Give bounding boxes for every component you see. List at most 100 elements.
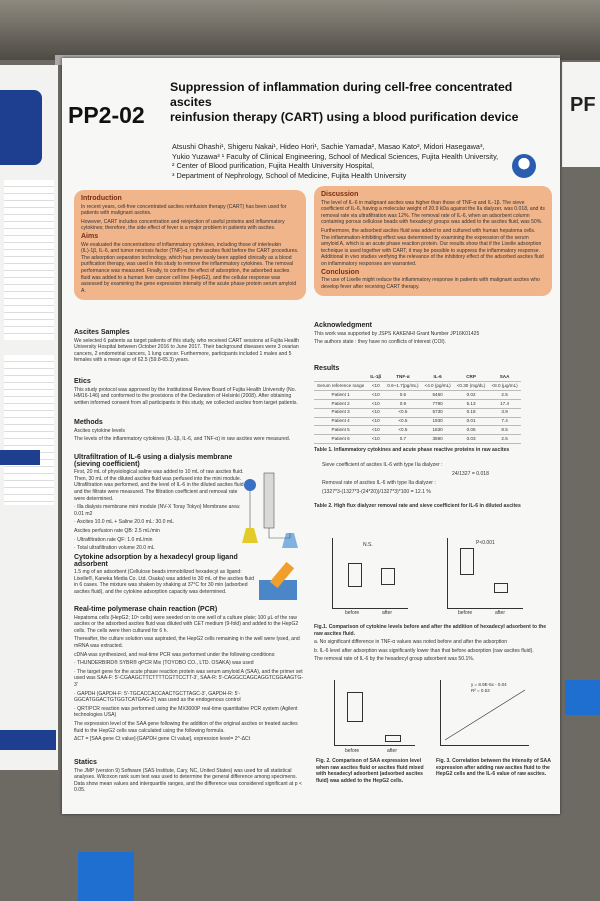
plot: N.S. bbox=[332, 538, 408, 609]
table-row: Patient 5 <10 <0.5 1830 0.05 8.5 bbox=[314, 425, 521, 436]
paragraph: This study protocol was approved by the … bbox=[74, 386, 298, 406]
table-header: IL-6 bbox=[421, 373, 454, 383]
plot-label: before bbox=[345, 748, 360, 754]
caption: Fig. 3. Correlation between the intensit… bbox=[436, 758, 551, 778]
table-cell: 7.4 bbox=[488, 417, 521, 427]
heading: Ultrafiltration of IL-6 using a dialysis… bbox=[74, 454, 233, 468]
paragraph: · Illa dialysis membrane mini module (NV… bbox=[74, 504, 241, 517]
results-table: IL-1β TNF-α IL-6 CRP SAA Serum reference rang… bbox=[314, 373, 521, 444]
wall bbox=[0, 0, 600, 60]
neighbor-poster bbox=[0, 65, 58, 770]
table-cell: <10 bbox=[367, 390, 385, 400]
plot-label: before bbox=[345, 610, 360, 616]
table-cell: <10 bbox=[367, 434, 385, 444]
formula: 24/1327 = 0.018 bbox=[452, 471, 489, 478]
section: Cytokine adsorption by a hexadecyl group… bbox=[74, 553, 254, 598]
table-cell: 2.5 bbox=[488, 390, 521, 400]
paragraph: Hepatoma cells (HepG2; 10⁵ cells) were s… bbox=[74, 614, 299, 634]
table-row: Patient 1 <10 0.6 6460 0.02 2.5 bbox=[314, 390, 521, 400]
section: Discussion The level of IL-6 in malignant… bbox=[314, 186, 552, 297]
formula: (1327*3-(1327*3-(24*20))/1327*3)*100 = 1… bbox=[322, 489, 431, 496]
paragraph: · Ultrafiltration rate QF: 1.0 mL/min bbox=[74, 536, 153, 543]
table-cell: 17.4 bbox=[488, 399, 521, 409]
table-header: IL-1β bbox=[367, 373, 385, 383]
fig1-caption: Fig.1. Comparison of cytokine levels bef… bbox=[314, 624, 552, 665]
heading: Etics bbox=[74, 378, 91, 385]
plot-label: before bbox=[458, 610, 473, 616]
table-row: Patient 2 <10 0.9 7790 5.13 17.4 bbox=[314, 399, 521, 409]
plot-label: N.S. bbox=[363, 542, 373, 548]
paragraph: Thereafter, the culture solution was asp… bbox=[74, 636, 300, 649]
paragraph: Ascites cytokine levels bbox=[74, 427, 125, 434]
heading: Introduction bbox=[81, 195, 122, 202]
paragraph: · Total ultrafiltration volume 20.0 mL bbox=[74, 545, 155, 552]
table-row: IL-1β TNF-α IL-6 CRP SAA bbox=[314, 373, 521, 383]
paragraph: The JMP (version 9) Software (SAS Instit… bbox=[74, 767, 302, 794]
table-cell: 3590 bbox=[421, 434, 454, 444]
poster-id: PP2-02 bbox=[68, 102, 145, 128]
section: Introduction In recent years, cell-free c… bbox=[74, 190, 306, 301]
plot bbox=[334, 680, 415, 746]
table-cell: 0.02 bbox=[453, 390, 489, 400]
table-cell: 0.03 bbox=[453, 434, 489, 444]
author-line: ³ Department of Nephrology, School of Me… bbox=[172, 170, 407, 180]
section: Ultrafiltration of IL-6 using a dialysis… bbox=[74, 453, 244, 554]
caption: a. No significant difference in TNF-α va… bbox=[314, 639, 508, 646]
heading: Ascites Samples bbox=[74, 329, 130, 336]
section: Real-time polymerase chain reaction (PCR… bbox=[74, 605, 306, 745]
table-cell: 0.6~1.7(pg/mL) bbox=[384, 381, 422, 392]
table-cell: <10 bbox=[367, 399, 385, 409]
table-header: CRP bbox=[453, 373, 489, 383]
authors: Atsushi Ohashi¹, Shigeru Nakai¹, Hideo H… bbox=[172, 142, 562, 180]
heading: Cytokine adsorption by a hexadecyl group… bbox=[74, 554, 238, 568]
caption: Fig. 2. Comparison of SAA expression lev… bbox=[316, 758, 424, 784]
caption: b. IL-6 level after adsorption was signi… bbox=[314, 647, 534, 654]
caption: Fig.1. Comparison of cytokine levels bef… bbox=[314, 624, 547, 637]
section: Acknowledgment This work was supported by… bbox=[314, 321, 552, 348]
paragraph: The expression level of the SAA gene fol… bbox=[74, 720, 298, 734]
author-line: ² Center of Blood purification, Fujita H… bbox=[172, 161, 374, 171]
plot-label: P<0.001 bbox=[476, 540, 495, 546]
table-cell: Patient 5 bbox=[314, 425, 368, 436]
caption: Table 1. Inflammatory cytokines and acut… bbox=[314, 446, 510, 453]
plot-label: after bbox=[495, 610, 506, 616]
plot-label: R² = 0.53 bbox=[471, 688, 490, 693]
table-cell: <10 bbox=[367, 425, 385, 436]
paragraph: In recent years, cell-free concentrated … bbox=[81, 203, 287, 217]
formula: Removal rate of ascites IL-6 with type I… bbox=[322, 480, 436, 487]
title-line: reinfusion therapy (CART) using a blood … bbox=[170, 110, 519, 124]
neighbor-poster: PF bbox=[562, 62, 600, 167]
paragraph: · THUNDERBIRD® SYBR® qPCR Mix (TOYOBO CO… bbox=[74, 660, 254, 667]
plot-label: after bbox=[382, 610, 393, 616]
section: Etics This study protocol was approved by… bbox=[74, 377, 306, 408]
table-cell: 6460 bbox=[421, 390, 454, 400]
table-cell: 5730 bbox=[421, 408, 454, 418]
table-cell: <10 bbox=[367, 381, 385, 392]
table-cell: 8.5 bbox=[488, 425, 521, 436]
table-cell: 0.01 bbox=[453, 417, 489, 427]
table-cell: <10 bbox=[367, 417, 385, 427]
table-cell: <0.5 bbox=[384, 425, 422, 436]
paragraph: ΔCT = [SAA gene Ct value]-[GAPDH gene Ct… bbox=[74, 736, 251, 743]
table-cell: Patient 6 bbox=[314, 434, 368, 444]
blue-box bbox=[78, 852, 134, 901]
title-line: Suppression of inflammation during cell-… bbox=[170, 80, 513, 109]
paragraph: · GAPDH (GAPDH-F: 5'-TGCACCACCAACTGCTTAG… bbox=[74, 690, 241, 704]
paragraph: Ascites perfusion rate QB: 2.5 mL/min bbox=[74, 527, 160, 534]
table-row: Patient 3 <10 <0.5 5730 0.18 3.9 bbox=[314, 408, 521, 418]
caption: Table 2. High flux dialyzer removal rate… bbox=[314, 503, 521, 510]
trend bbox=[444, 689, 526, 741]
paragraph: The level of IL-6 in malignant ascites w… bbox=[321, 199, 545, 226]
table-cell: <8.0 (μg/mL) bbox=[488, 381, 521, 392]
heading: Real-time polymerase chain reaction (PCR… bbox=[74, 606, 218, 613]
paragraph: · The target gene for the acute phase re… bbox=[74, 668, 304, 688]
table-cell: 7790 bbox=[421, 399, 454, 409]
paragraph: The authors state : they have no conflic… bbox=[314, 339, 446, 346]
table-cell: Patient 3 bbox=[314, 408, 368, 418]
table-cell: <0.5 bbox=[384, 417, 422, 427]
heading: Methods bbox=[74, 419, 103, 426]
logo bbox=[512, 154, 536, 178]
plot-label: y = 8.9E-5x - 0.04 bbox=[471, 682, 507, 687]
title: Suppression of inflammation during cell-… bbox=[170, 80, 555, 125]
paragraph: This work was supported by JSPS KAKENHI … bbox=[314, 330, 480, 337]
